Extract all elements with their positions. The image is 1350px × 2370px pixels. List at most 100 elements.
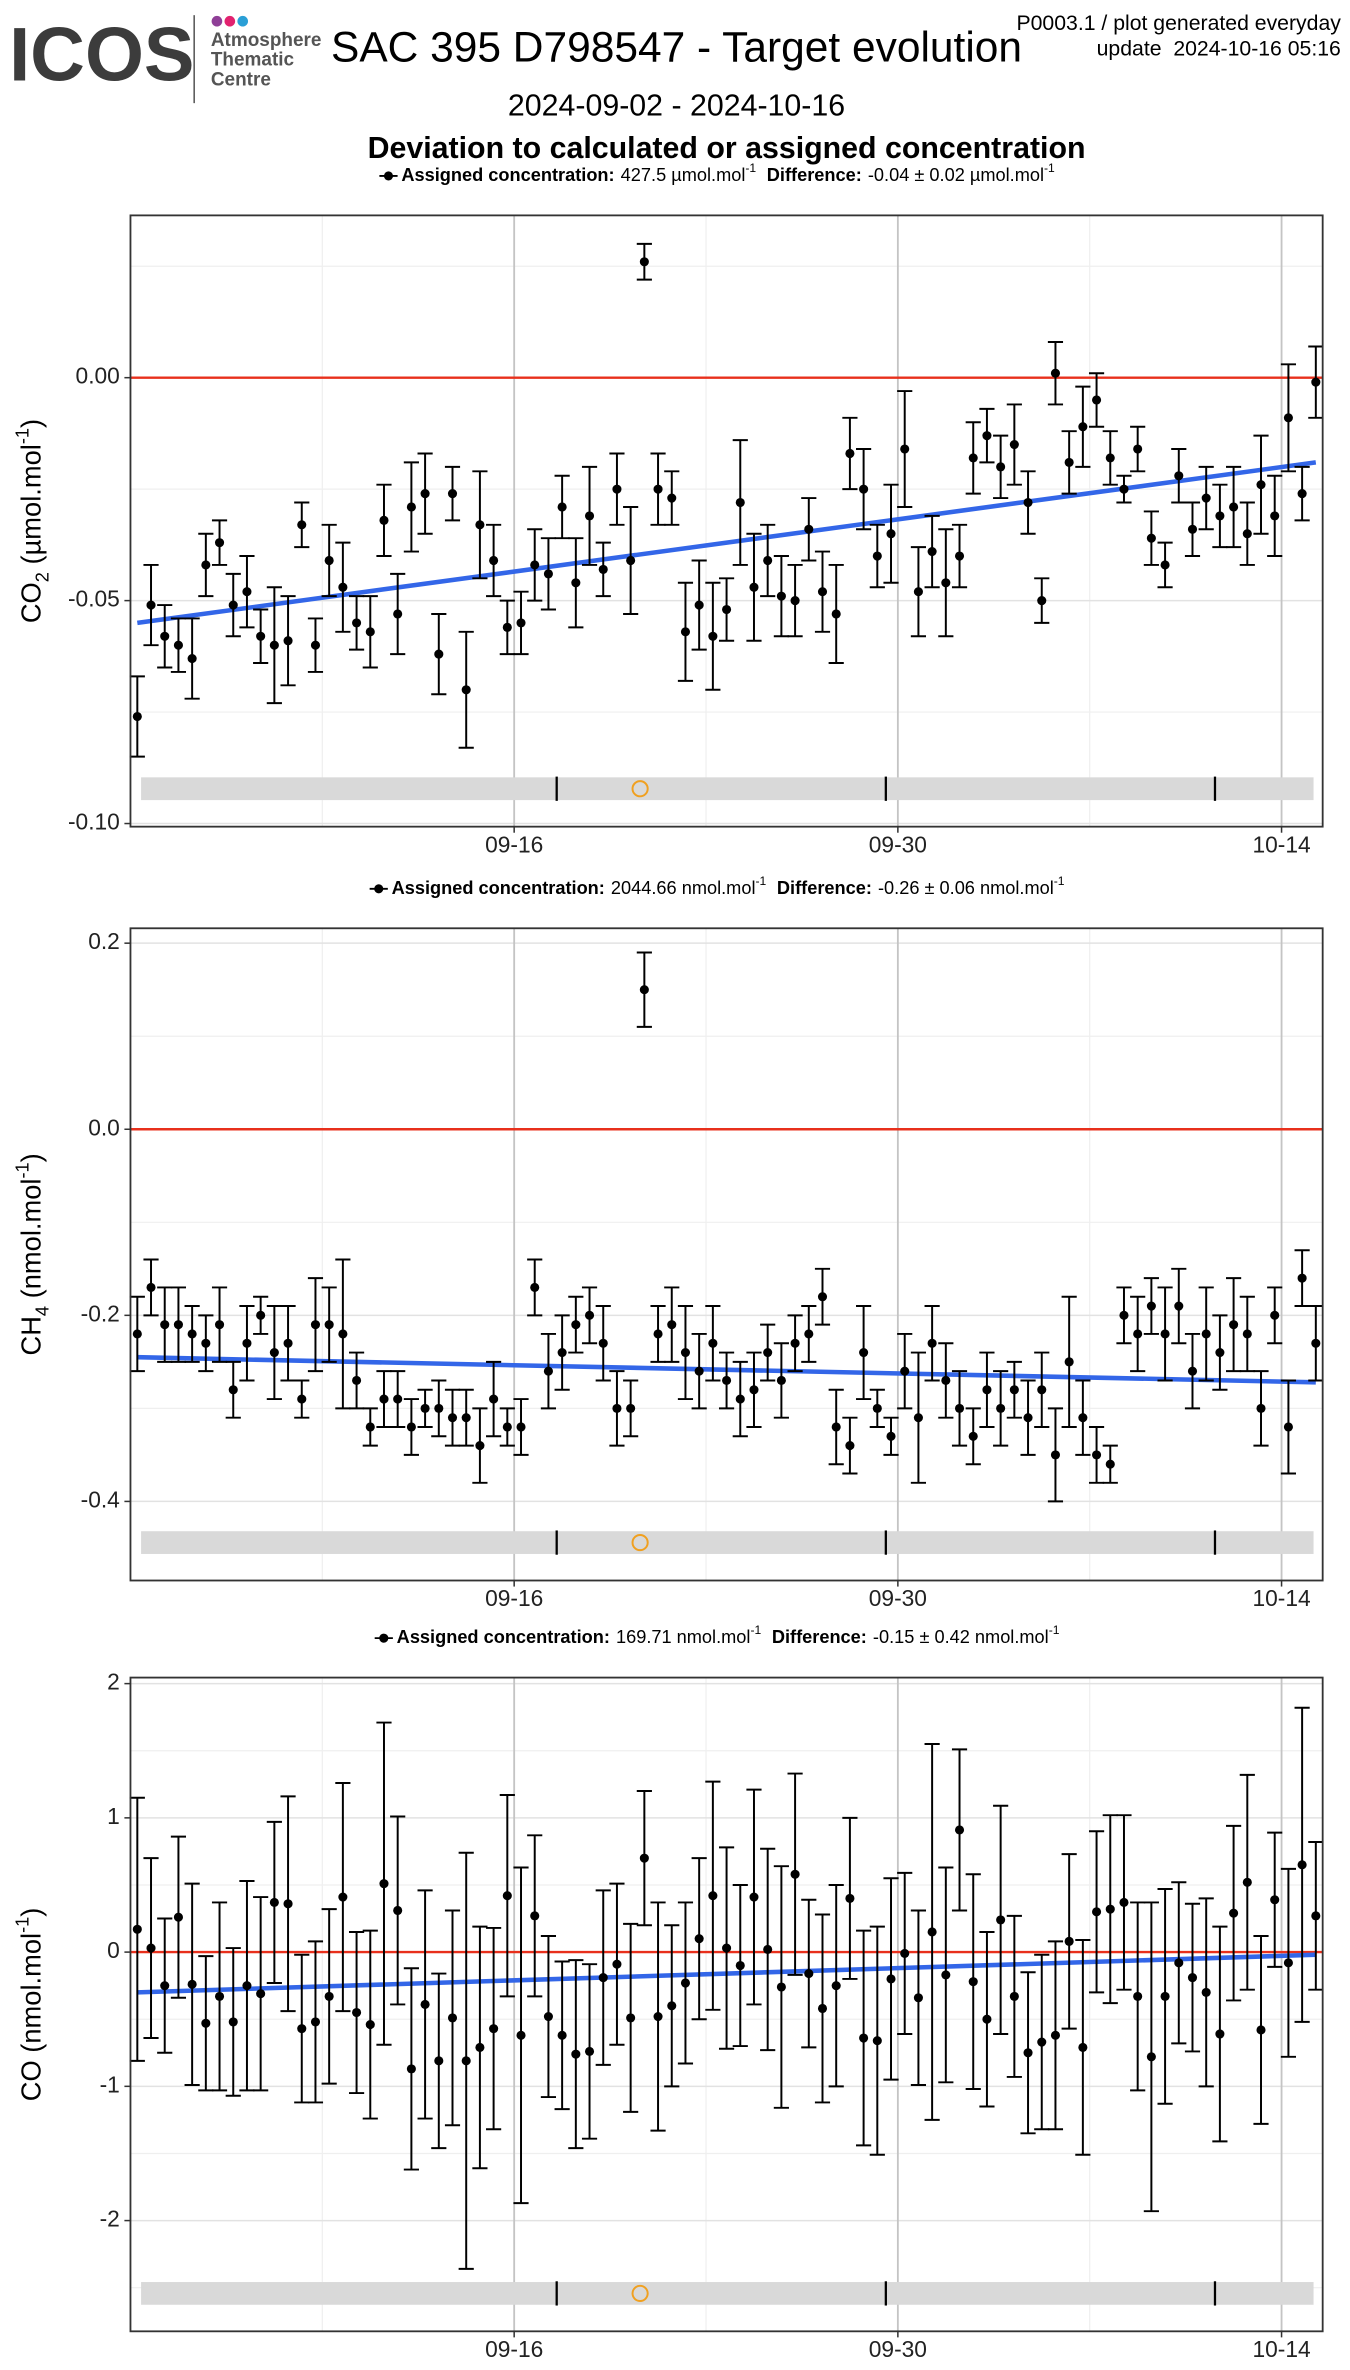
point — [1256, 1403, 1266, 1413]
legend-key-point — [379, 1633, 389, 1643]
point — [1187, 1973, 1198, 1983]
point — [831, 1422, 841, 1432]
point — [201, 2018, 211, 2028]
point — [845, 1893, 855, 1903]
point — [1311, 1911, 1321, 1921]
legend-text: Assigned concentration: 2044.66 nmol.mol -… — [392, 874, 1065, 898]
point — [776, 1982, 786, 1992]
point — [1119, 1897, 1129, 1907]
status-marker — [631, 2284, 649, 2302]
point — [1050, 2030, 1061, 2040]
point — [1160, 560, 1170, 570]
point — [160, 631, 170, 641]
point — [612, 484, 622, 494]
point — [201, 560, 211, 570]
point — [817, 587, 828, 597]
point — [694, 1934, 704, 1944]
logo: ICOS — [9, 13, 194, 98]
point — [557, 502, 567, 512]
point — [502, 622, 512, 632]
point — [776, 1375, 786, 1386]
x-tick-label: 09-16 — [485, 2336, 543, 2362]
point — [475, 2042, 485, 2052]
point — [626, 555, 636, 566]
point — [680, 627, 691, 637]
legend-value: -0.26 ± 0.06 nmol.mol — [878, 878, 1054, 898]
point — [324, 1991, 334, 2001]
point — [1023, 1413, 1033, 1423]
point — [872, 551, 882, 561]
point — [1092, 395, 1102, 405]
point — [584, 511, 595, 521]
point — [1256, 2025, 1266, 2035]
point — [461, 1413, 471, 1423]
point — [256, 1310, 266, 1320]
point — [256, 631, 266, 641]
legend-power: -1 — [745, 161, 756, 175]
y-axis-label-close: ) — [16, 1908, 47, 1917]
point — [612, 1959, 622, 1969]
point — [1009, 1385, 1019, 1395]
point — [653, 484, 663, 494]
legend-value: 2044.66 nmol.mol — [611, 878, 756, 898]
point — [886, 529, 896, 539]
point — [804, 1329, 814, 1339]
point — [763, 1348, 773, 1358]
x-tick-label: 10-14 — [1252, 1585, 1310, 1611]
point — [1078, 1413, 1088, 1423]
logo-dot — [224, 15, 236, 27]
point — [1297, 1273, 1307, 1283]
point — [1187, 524, 1198, 534]
legend-text: Assigned concentration: 427.5 µmol.mol-1 D… — [401, 161, 1055, 185]
point — [1009, 1991, 1019, 2001]
point — [132, 1924, 142, 1934]
point — [228, 2017, 238, 2027]
point — [913, 1993, 923, 2003]
point — [886, 1431, 896, 1441]
point — [310, 2017, 321, 2027]
point — [365, 627, 375, 637]
heading: Deviation to calculated or assigned conc… — [368, 132, 1086, 165]
point — [1078, 422, 1088, 432]
point — [722, 1943, 732, 1953]
point — [352, 618, 362, 628]
y-axis-label: CO (nmol.mol-1) — [12, 1908, 46, 2102]
point — [160, 1320, 170, 1330]
point — [516, 1422, 526, 1432]
point — [420, 489, 430, 499]
legend-power: -1 — [1044, 161, 1055, 175]
point — [1092, 1450, 1102, 1460]
point — [941, 1375, 951, 1386]
point — [996, 1403, 1006, 1413]
point — [242, 1338, 252, 1348]
point — [1229, 502, 1239, 512]
point — [447, 489, 458, 499]
point — [982, 2014, 992, 2024]
status-strip — [141, 1531, 1314, 1554]
y-axis-label-species: CO — [16, 2060, 47, 2101]
point — [1009, 440, 1019, 450]
point — [379, 515, 389, 525]
y-axis-label-unit: (nmol.mol — [16, 1933, 47, 2060]
point — [667, 493, 677, 503]
point — [1050, 1450, 1061, 1460]
point — [817, 2003, 828, 2014]
point — [352, 1375, 362, 1386]
point — [146, 1282, 156, 1292]
y-axis-label: CH4 (nmol.mol-1) — [12, 1153, 52, 1355]
point — [872, 2036, 882, 2046]
point — [502, 1422, 512, 1432]
x-tick-label: 09-30 — [869, 1585, 927, 1611]
status-marker — [631, 1534, 649, 1552]
point — [1229, 1908, 1239, 1918]
point — [804, 524, 814, 534]
point — [1023, 497, 1033, 508]
y-tick-label: -0.10 — [68, 809, 120, 835]
point — [228, 1385, 238, 1395]
point — [420, 1999, 430, 2010]
point — [817, 1292, 828, 1302]
legend-label: Assigned concentration: — [392, 878, 605, 898]
point — [1105, 1459, 1115, 1469]
y-tick-label: 0.00 — [76, 363, 120, 389]
point — [680, 1348, 691, 1358]
